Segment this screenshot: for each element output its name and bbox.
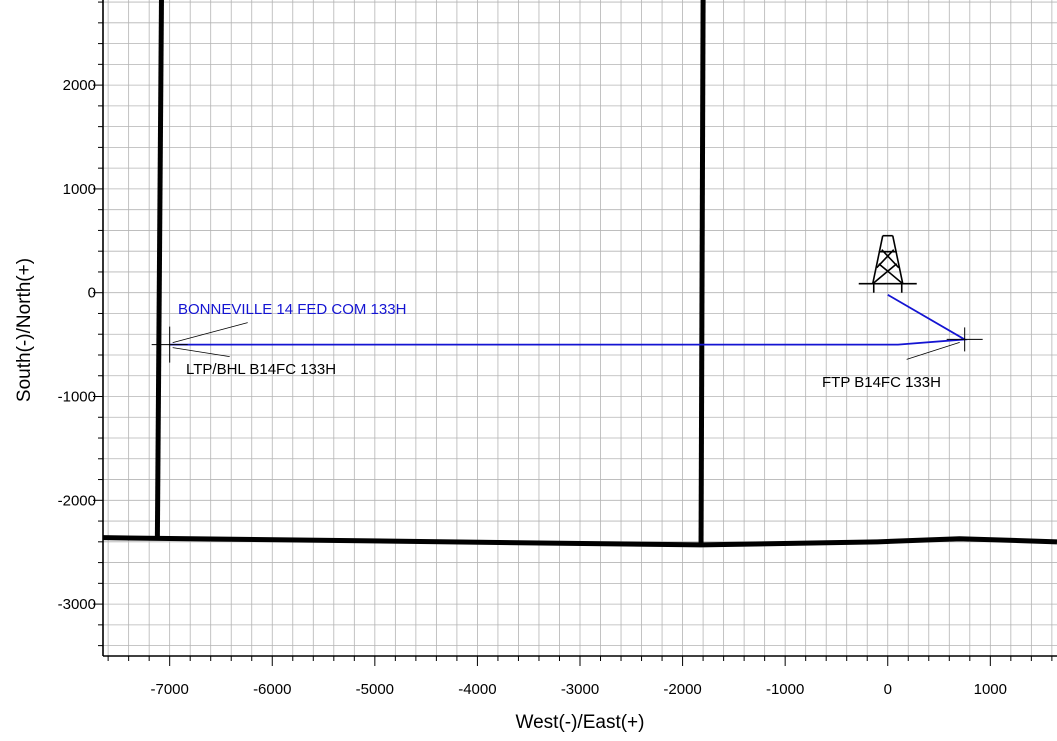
target-crosshair xyxy=(151,326,188,363)
x-tick-label: -5000 xyxy=(356,681,394,698)
y-axis-title: South(-)/North(+) xyxy=(14,258,35,402)
x-tick-label: -1000 xyxy=(766,681,804,698)
y-tick-label: 0 xyxy=(88,285,96,302)
lease-lines xyxy=(102,0,1057,548)
drilling-rig-icon xyxy=(858,234,917,293)
y-tick-label: -1000 xyxy=(58,389,96,406)
ltp-leader-line xyxy=(172,347,230,358)
x-tick-label: -4000 xyxy=(458,681,496,698)
ftp-leader-line xyxy=(906,342,960,360)
y-tick-label: 2000 xyxy=(63,77,96,94)
well-name-leader-line xyxy=(172,322,248,343)
axes xyxy=(93,0,1057,666)
lease-line xyxy=(698,0,706,545)
ftp-label: FTP B14FC 133H xyxy=(822,374,941,391)
y-tick-label: -3000 xyxy=(58,596,96,613)
y-tick-label: -2000 xyxy=(58,492,96,509)
well-name-label: BONNEVILLE 14 FED COM 133H xyxy=(178,301,406,318)
x-tick-label: -3000 xyxy=(561,681,599,698)
x-tick-label: -6000 xyxy=(253,681,291,698)
x-tick-label: 0 xyxy=(884,681,892,698)
ltp-bhl-label: LTP/BHL B14FC 133H xyxy=(186,361,336,378)
lease-line xyxy=(154,0,164,539)
wellpath-line xyxy=(169,294,968,346)
tick-labels: -7000 -6000 -5000 -4000 -3000 -2000 -1000 0 1000… xyxy=(58,77,1007,698)
wellpath-series xyxy=(169,294,968,346)
target-crosshair xyxy=(946,327,983,352)
x-axis-title: West(-)/East(+) xyxy=(516,712,645,733)
lease-line xyxy=(102,535,1057,548)
x-tick-label: -2000 xyxy=(663,681,701,698)
grid xyxy=(103,0,1057,656)
x-tick-label: 1000 xyxy=(974,681,1007,698)
y-tick-label: 1000 xyxy=(63,181,96,198)
x-tick-label: -7000 xyxy=(150,681,188,698)
markers xyxy=(151,234,983,363)
